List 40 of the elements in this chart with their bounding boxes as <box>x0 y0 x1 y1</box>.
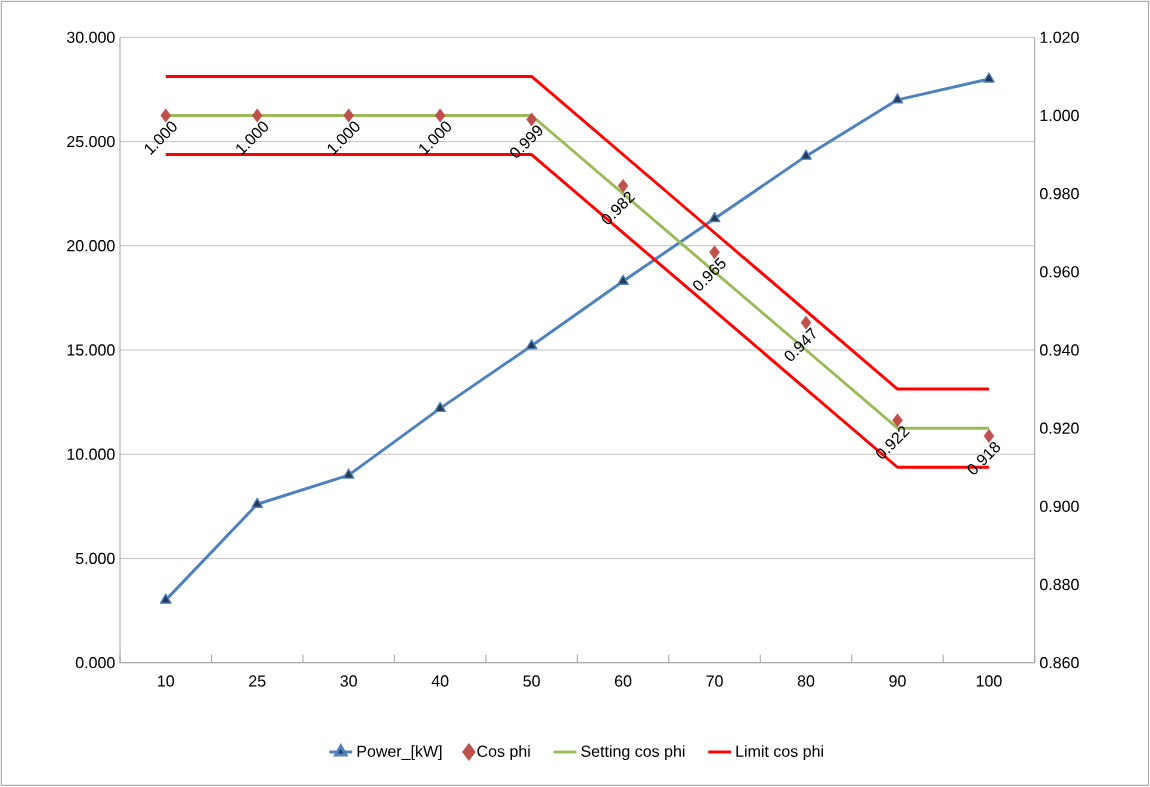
y2-tick-label: 0.960 <box>1040 266 1079 278</box>
y2-tick-label: 1.020 <box>1040 31 1079 44</box>
x-tick-label: 10 <box>158 675 175 687</box>
point <box>159 593 172 604</box>
x-tick-label: 40 <box>431 675 449 687</box>
point <box>434 401 447 413</box>
y-tick-label: 15.000 <box>67 344 115 356</box>
legend-label: Power_[kW] <box>357 745 442 761</box>
y2-tick-label: 0.920 <box>1040 422 1079 434</box>
point <box>525 339 538 350</box>
point <box>891 93 904 104</box>
x-tick-label: 80 <box>797 675 815 687</box>
x-tick-label: 90 <box>889 675 906 687</box>
x-tick-label: 25 <box>249 675 266 687</box>
legend-label: Cos phi <box>477 745 530 761</box>
y2-tick-label: 0.980 <box>1040 188 1079 200</box>
y-tick-label: 5.000 <box>75 552 115 565</box>
y2-tick-label: 1.000 <box>1040 110 1079 122</box>
x-tick-label: 30 <box>340 675 357 687</box>
y2-tick-label: 0.880 <box>1040 579 1079 591</box>
y2-tick-label: 0.860 <box>1040 657 1079 669</box>
x-tick-label: 50 <box>523 675 540 687</box>
point <box>342 468 355 479</box>
point <box>983 72 995 83</box>
y2-tick-label: 0.940 <box>1040 344 1079 356</box>
y-tick-label: 20.000 <box>67 240 115 252</box>
legend-label: Limit cos phi <box>736 745 823 761</box>
point <box>800 149 812 160</box>
point <box>251 497 264 509</box>
y2-tick-label: 0.900 <box>1040 500 1079 513</box>
point <box>617 274 629 286</box>
y-tick-label: 30.000 <box>66 31 115 44</box>
y-tick-label: 0.000 <box>75 657 115 669</box>
point <box>708 212 721 223</box>
y-tick-label: 25.000 <box>67 136 115 148</box>
x-tick-label: 100 <box>976 675 1002 687</box>
x-tick-label: 60 <box>614 675 632 687</box>
legend-label: Setting cos phi <box>581 745 685 761</box>
x-tick-label: 70 <box>706 675 723 687</box>
y-tick-label: 10.000 <box>67 448 115 461</box>
